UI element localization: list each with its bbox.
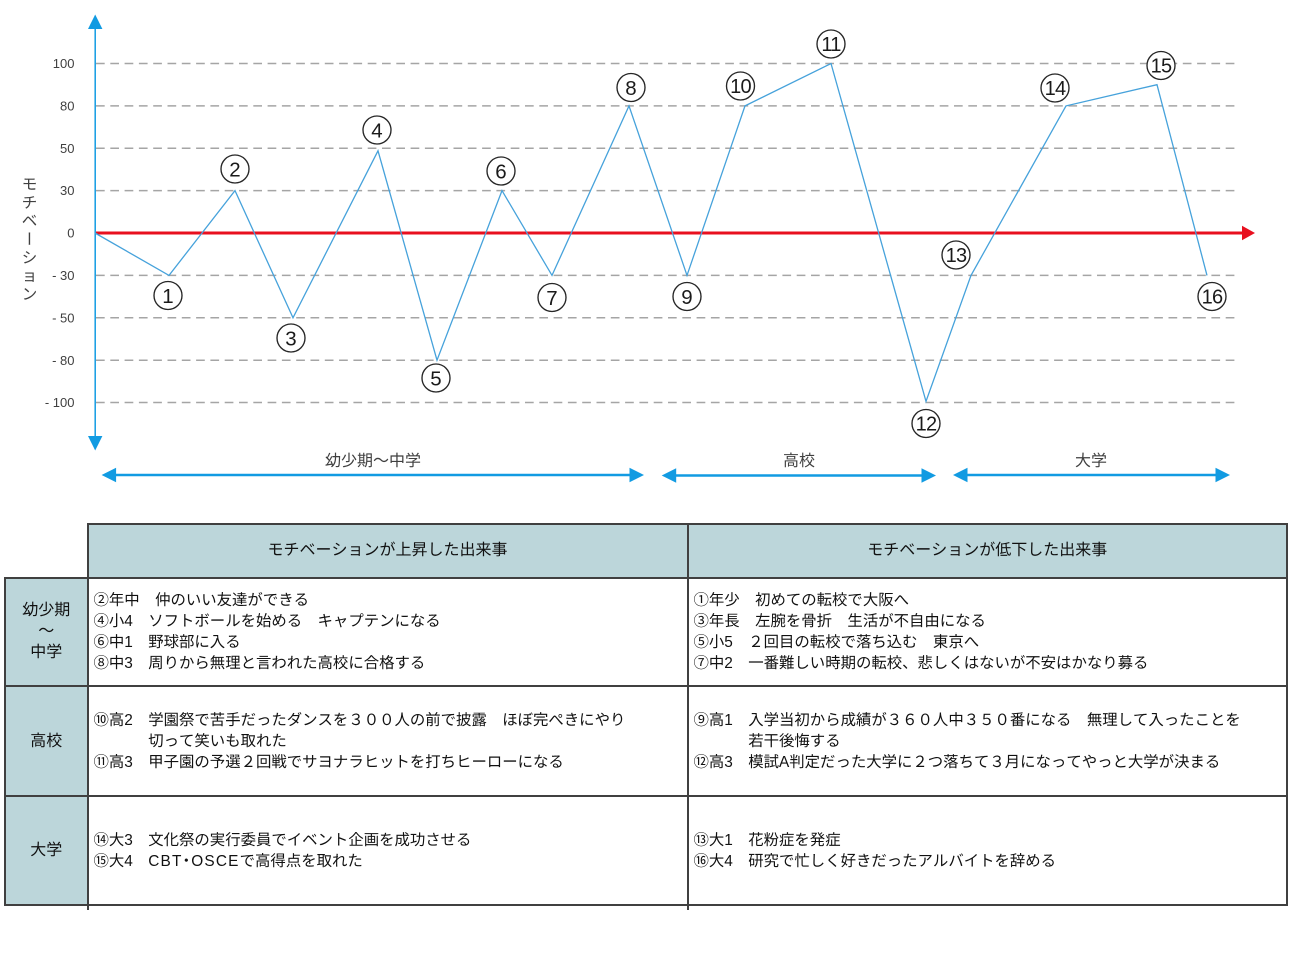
- svg-text:80: 80: [60, 99, 74, 114]
- svg-text:10: 10: [730, 76, 751, 98]
- svg-text:6: 6: [495, 160, 506, 183]
- svg-text:ョ: ョ: [22, 264, 38, 286]
- svg-text:12: 12: [916, 414, 937, 436]
- svg-text:- 50: - 50: [52, 310, 74, 325]
- svg-text:2: 2: [229, 158, 240, 181]
- svg-text:- 100: - 100: [45, 395, 75, 410]
- svg-text:0: 0: [67, 226, 74, 241]
- svg-text:ベ: ベ: [22, 209, 38, 231]
- svg-text:ン: ン: [22, 282, 38, 304]
- svg-text:- 80: - 80: [52, 353, 74, 368]
- svg-text:14: 14: [1045, 78, 1066, 100]
- svg-text:- 30: - 30: [52, 268, 74, 283]
- svg-text:高校: 高校: [783, 452, 815, 470]
- svg-text:1: 1: [162, 285, 173, 308]
- svg-text:50: 50: [60, 141, 74, 156]
- svg-text:13: 13: [946, 245, 967, 267]
- svg-text:11: 11: [821, 34, 841, 56]
- svg-text:8: 8: [625, 77, 636, 100]
- svg-text:15: 15: [1151, 56, 1172, 78]
- svg-text:ー: ー: [19, 231, 41, 247]
- svg-text:モ: モ: [22, 173, 38, 195]
- svg-text:9: 9: [681, 286, 692, 309]
- svg-text:チ: チ: [22, 191, 38, 213]
- svg-text:30: 30: [60, 183, 74, 198]
- svg-text:幼少期〜中学: 幼少期〜中学: [325, 452, 421, 470]
- svg-text:3: 3: [285, 327, 296, 350]
- svg-text:5: 5: [430, 367, 441, 390]
- svg-text:大学: 大学: [1075, 452, 1107, 470]
- svg-text:シ: シ: [22, 246, 38, 268]
- svg-text:4: 4: [371, 119, 382, 142]
- svg-text:100: 100: [53, 56, 75, 71]
- svg-text:7: 7: [546, 287, 557, 310]
- svg-text:16: 16: [1202, 287, 1223, 309]
